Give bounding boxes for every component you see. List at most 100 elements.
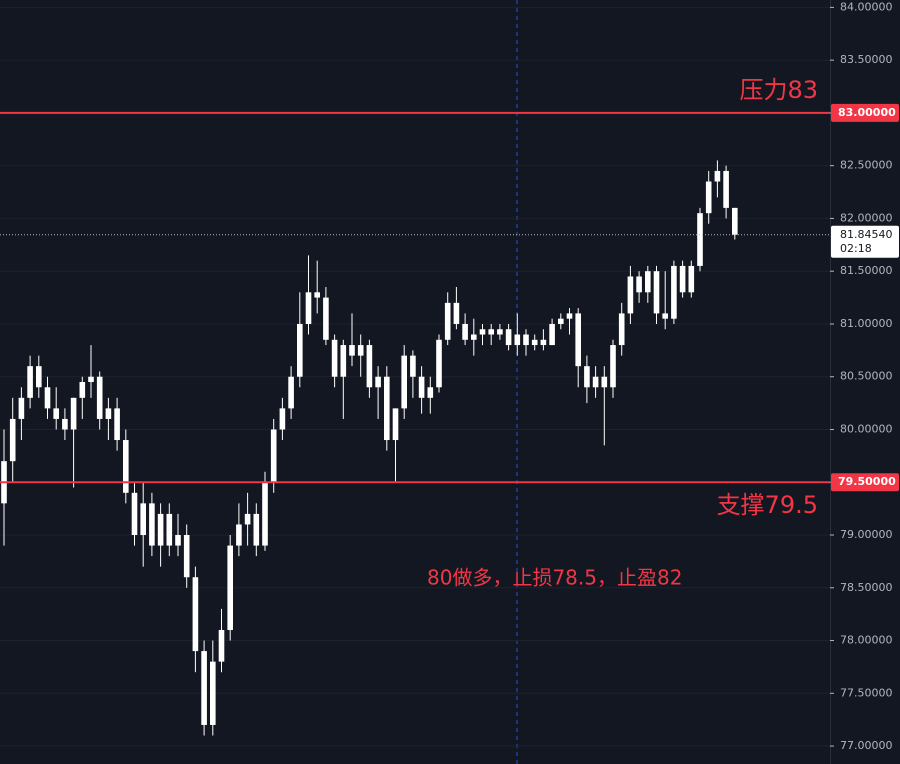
- candle-body: [384, 376, 390, 441]
- candle-body: [349, 345, 355, 356]
- candle-body: [323, 297, 329, 340]
- candle-body: [314, 292, 320, 298]
- y-tick-label: 83.50000: [840, 53, 893, 66]
- candle-body: [131, 492, 138, 536]
- price-level-tag: [831, 103, 899, 122]
- candle-body: [410, 355, 416, 377]
- candle-body: [62, 418, 68, 430]
- candle-body: [79, 382, 86, 398]
- candle-body: [531, 339, 538, 346]
- candle-body: [714, 170, 721, 182]
- candle-body: [88, 376, 94, 382]
- candle-body: [662, 313, 668, 319]
- candle-body: [479, 329, 486, 335]
- candle-body: [601, 376, 608, 388]
- y-tick-label: 84.00000: [840, 0, 893, 13]
- candle-body: [27, 366, 33, 398]
- price-level-annotation: 支撑79.5: [717, 491, 818, 519]
- candle-body: [592, 376, 599, 388]
- candle-body: [688, 265, 695, 293]
- candle-body: [227, 545, 233, 630]
- candle-body: [462, 323, 468, 340]
- y-tick-label: 79.00000: [840, 528, 893, 541]
- candle-body: [427, 387, 434, 398]
- candle-body: [9, 418, 16, 462]
- y-tick-label: 81.50000: [840, 264, 893, 277]
- candle-body: [610, 345, 616, 388]
- candle-body: [584, 366, 590, 388]
- candle-body: [732, 207, 738, 235]
- candle-body: [53, 408, 59, 419]
- candle-body: [723, 170, 729, 208]
- candle-body: [575, 313, 581, 367]
- candle-body: [523, 334, 529, 346]
- candle-body: [453, 302, 460, 324]
- y-tick-label: 78.50000: [840, 581, 893, 594]
- candle-body: [697, 213, 703, 266]
- last-price-countdown: 02:18: [840, 242, 872, 255]
- y-tick-label: 82.50000: [840, 159, 893, 172]
- candle-body: [140, 503, 146, 536]
- candle-body: [505, 329, 512, 346]
- price-level-tag-label: 83.00000: [838, 106, 896, 119]
- y-tick-label: 77.00000: [840, 739, 893, 752]
- candle-body: [497, 329, 503, 335]
- candle-body: [645, 271, 651, 293]
- candle-body: [270, 429, 277, 483]
- candle-body: [305, 292, 312, 324]
- candle-body: [418, 376, 425, 398]
- candle-body: [357, 345, 364, 356]
- candle-body: [36, 366, 42, 388]
- y-tick-label: 80.50000: [840, 370, 893, 383]
- candle-body: [340, 345, 347, 377]
- candle-body: [366, 345, 373, 388]
- candle-body: [375, 376, 381, 388]
- candle-body: [210, 661, 216, 725]
- candle-body: [653, 271, 660, 314]
- candle-body: [401, 355, 407, 409]
- candle-body: [558, 318, 564, 324]
- candle-body: [288, 376, 294, 409]
- candle-body: [218, 629, 225, 662]
- candle-body: [627, 276, 634, 314]
- candle-body: [549, 323, 555, 346]
- price-level-tag-label: 79.50000: [838, 475, 896, 488]
- candle-body: [566, 313, 573, 319]
- candle-body: [70, 397, 77, 430]
- trade-annotation: 80做多，止损78.5，止盈82: [427, 566, 682, 590]
- y-tick-label: 78.00000: [840, 634, 893, 647]
- candle-body: [192, 577, 199, 652]
- candle-body: [123, 440, 129, 493]
- candle-body: [436, 339, 442, 388]
- candle-body: [183, 535, 190, 578]
- candle-body: [262, 482, 268, 546]
- candle-body: [244, 513, 251, 525]
- last-price-label: 81.84540: [840, 228, 893, 241]
- candle-body: [488, 329, 494, 335]
- candle-body: [166, 513, 173, 546]
- candle-body: [236, 524, 242, 546]
- candle-body: [149, 503, 155, 546]
- price-level-tag: [831, 473, 899, 492]
- candle-body: [175, 535, 181, 546]
- candle-body: [618, 313, 625, 346]
- candle-body: [157, 513, 164, 546]
- y-tick-label: 82.00000: [840, 211, 893, 224]
- candle-body: [636, 276, 642, 293]
- y-tick-label: 81.00000: [840, 317, 893, 330]
- candle-body: [105, 408, 112, 419]
- candle-body: [392, 408, 399, 441]
- candle-body: [114, 408, 120, 441]
- y-tick-label: 77.50000: [840, 686, 893, 699]
- candle-body: [705, 181, 712, 214]
- price-level-annotation: 压力83: [739, 76, 818, 104]
- candle-body: [96, 376, 103, 419]
- candle-body: [253, 513, 260, 546]
- candle-body: [279, 408, 286, 430]
- candle-body: [540, 339, 547, 346]
- candle-body: [44, 387, 51, 409]
- candle-body: [671, 265, 677, 319]
